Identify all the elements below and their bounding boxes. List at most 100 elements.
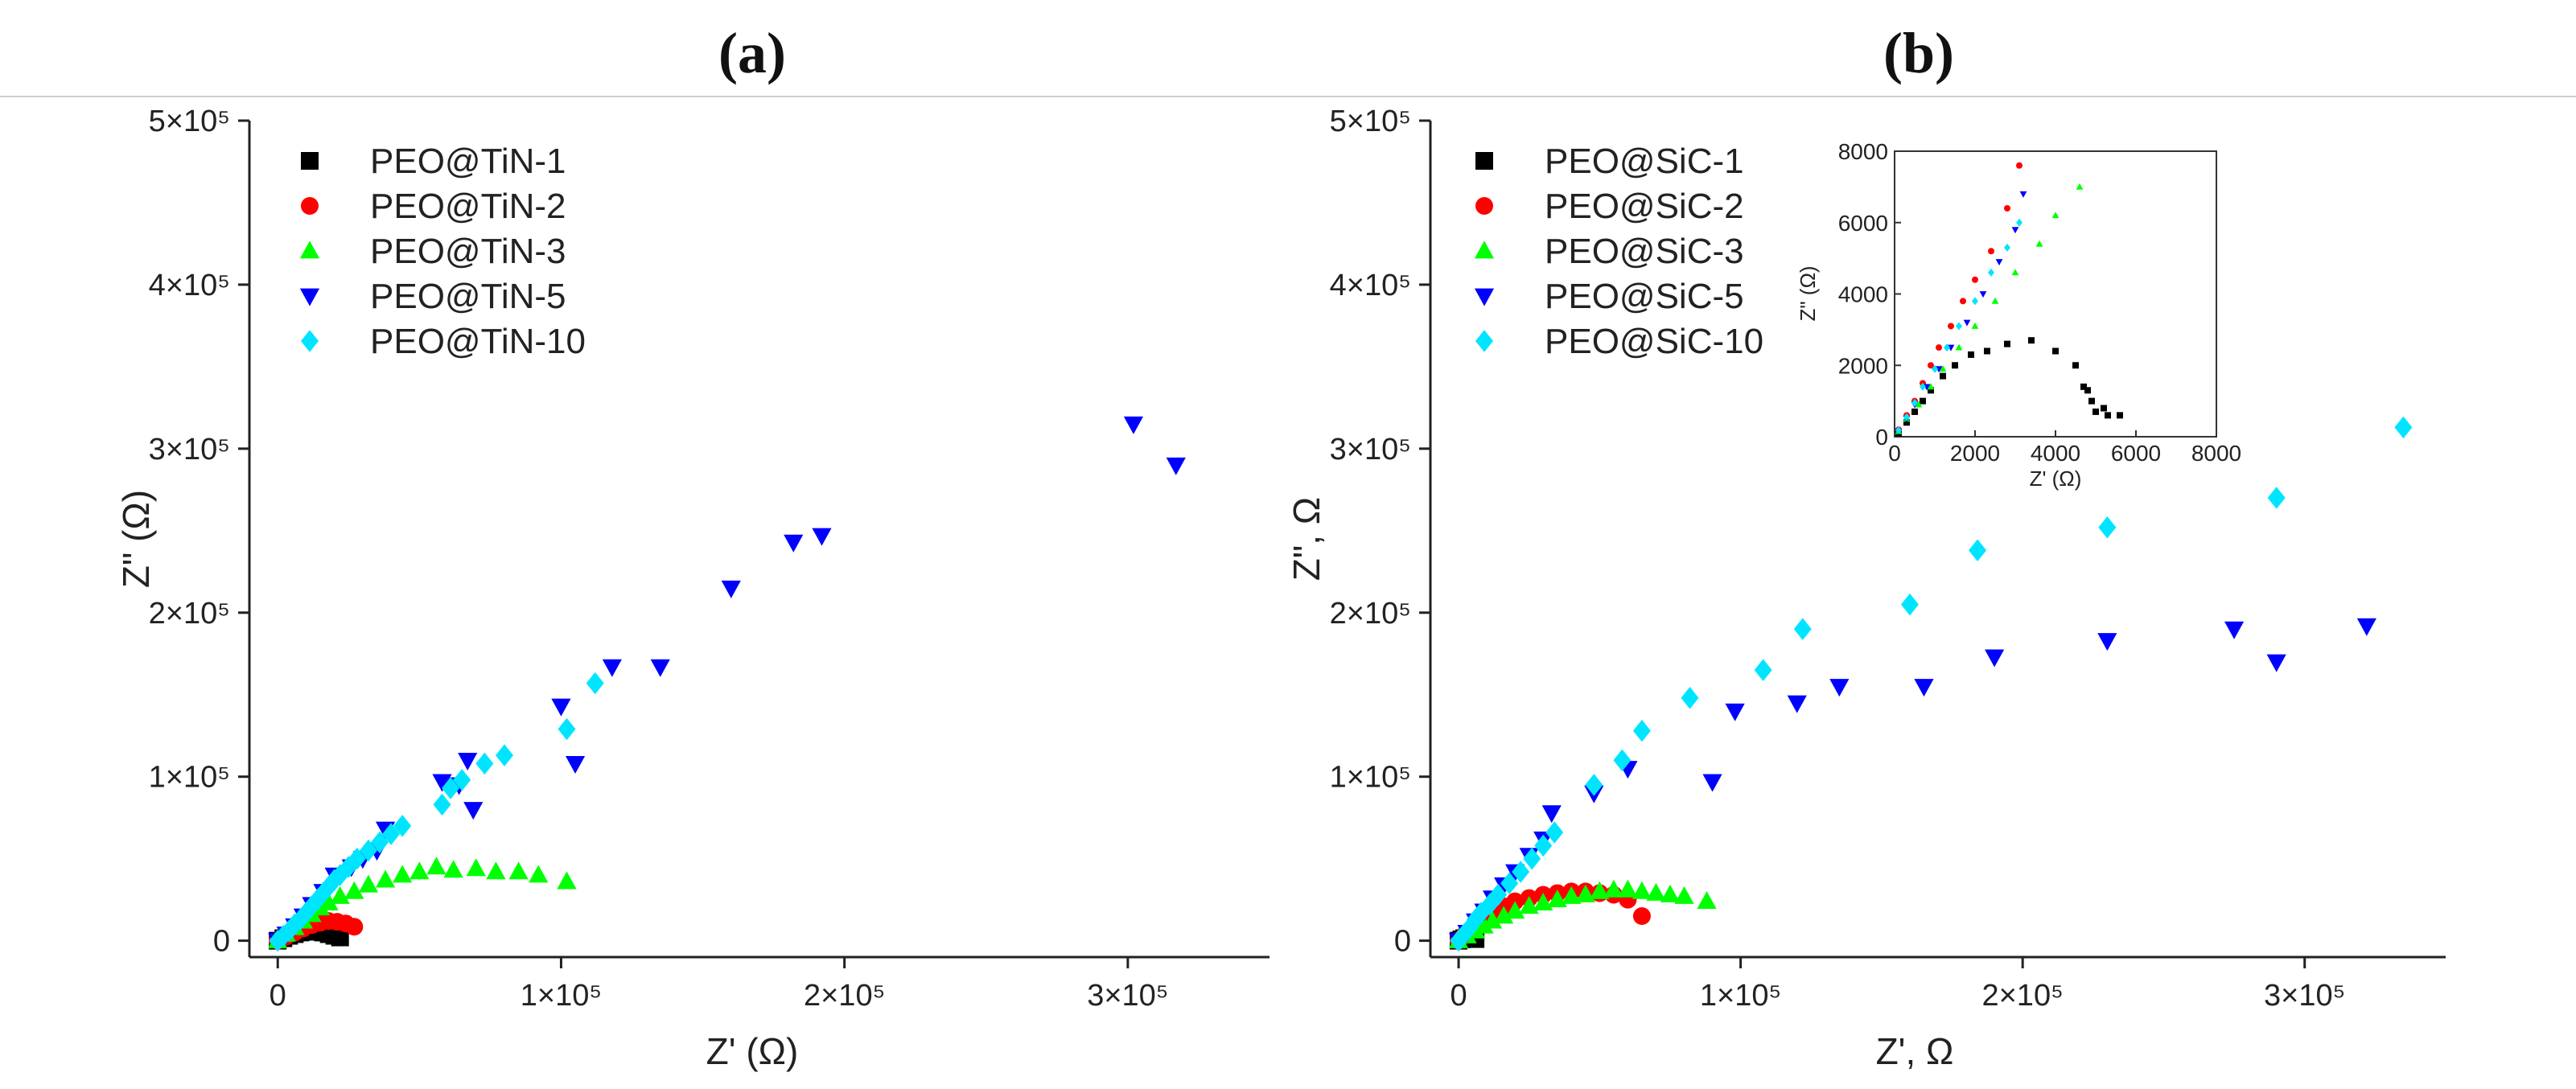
inset-data-points	[1895, 162, 2123, 437]
data-point-a-4	[1123, 416, 1144, 434]
data-point-a-5	[359, 839, 377, 862]
inset-data-point-1	[2072, 362, 2079, 369]
data-point-b-4	[1541, 805, 1562, 824]
chart-panel-b: (b) 0 1×10⁵ 2×10⁵ 3×10⁵ 0 1×10⁵ 2×10⁵ 3×10⁵ 4×10…	[1286, 21, 2446, 1072]
inset-data-point-3	[2011, 269, 2019, 276]
data-point-a-3	[344, 881, 364, 899]
inset-data-point-5	[1956, 322, 1962, 331]
panel-label-a: (a)	[718, 21, 786, 85]
y-tick-label-a: 2×10⁵	[149, 597, 230, 631]
data-point-b-4	[2224, 621, 2245, 639]
data-point-b-5	[1681, 687, 1699, 709]
data-point-b-5	[1534, 834, 1553, 857]
inset-data-point-2	[2004, 205, 2010, 212]
y-tick-label-b: 2×10⁵	[1330, 597, 1411, 631]
data-point-a-5	[475, 752, 494, 775]
ticks-a: 0 1×10⁵ 2×10⁵ 3×10⁵ 0 1×10⁵ 2×10⁵ 3×10⁵ 4×10⁵ 5×1…	[149, 105, 1169, 1013]
data-point-b-5	[1754, 659, 1772, 681]
inset-data-point-3	[1927, 383, 1935, 390]
inset-data-point-1	[2052, 347, 2059, 355]
data-points-b	[1448, 416, 2413, 952]
inset-data-point-5	[1972, 297, 1978, 306]
data-point-b-3	[1660, 884, 1681, 902]
y-tick-label-b: 3×10⁵	[1330, 433, 1411, 466]
inset-data-point-2	[1936, 344, 1942, 351]
inset-y-tick-label: 2000	[1838, 353, 1888, 378]
data-point-b-4	[1725, 703, 1745, 721]
legend-marker-b-4	[1474, 288, 1495, 306]
inset-y-axis-title: Z" (Ω)	[1796, 265, 1820, 321]
inset-data-point-1	[1952, 362, 1958, 369]
inset-chart: 0 2000 4000 6000 8000 0 2000 4000 6000 8000 Z' (Ω…	[1796, 139, 2241, 491]
data-point-b-3	[1483, 910, 1503, 929]
y-axis-title-b: Z", Ω	[1286, 497, 1327, 581]
inset-data-point-4	[1979, 291, 1987, 298]
data-point-b-3	[1618, 879, 1638, 898]
y-tick-label-b: 0	[1394, 925, 1411, 959]
inset-data-point-5	[1932, 364, 1938, 373]
data-point-b-5	[2098, 516, 2117, 539]
inset-data-point-5	[2004, 243, 2010, 252]
inset-data-point-1	[1920, 397, 1926, 405]
data-point-a-4	[565, 756, 586, 775]
data-point-b-5	[1900, 593, 1919, 616]
inset-data-point-3	[1971, 322, 1979, 329]
inset-data-point-1	[2084, 387, 2091, 394]
inset-data-point-1	[2101, 405, 2107, 412]
y-tick-label-b: 5×10⁵	[1330, 105, 1411, 138]
data-point-a-5	[382, 823, 401, 845]
inset-data-point-3	[1915, 401, 1923, 408]
data-point-b-5	[1512, 861, 1530, 883]
legend-marker-a-5	[301, 330, 319, 352]
data-point-b-3	[1632, 881, 1652, 899]
legend-label-a-4: PEO@TiN-5	[370, 277, 566, 316]
legend-label-b-1: PEO@SiC-1	[1545, 142, 1744, 181]
data-point-a-3	[443, 860, 463, 878]
data-point-b-4	[1787, 695, 1807, 713]
inset-data-point-5	[1903, 413, 1910, 421]
inset-data-point-3	[1955, 343, 1963, 351]
legend-label-b-4: PEO@SiC-5	[1545, 277, 1744, 316]
inset-y-tick-label: 4000	[1838, 282, 1888, 307]
data-point-a-4	[432, 774, 452, 792]
inset-ticks: 0 2000 4000 6000 8000 0 2000 4000 6000 8000	[1838, 139, 2241, 466]
inset-data-point-1	[1928, 387, 1934, 394]
inset-data-point-5	[1895, 426, 1902, 435]
inset-data-point-1	[2105, 412, 2111, 419]
data-point-a-5	[586, 672, 604, 695]
inset-x-tick-label: 8000	[2191, 441, 2241, 466]
data-point-b-5	[1585, 774, 1603, 796]
data-point-a-4	[458, 752, 478, 771]
data-point-a-4	[1166, 457, 1186, 475]
ticks-b: 0 1×10⁵ 2×10⁵ 3×10⁵ 0 1×10⁵ 2×10⁵ 3×10⁵ 4×10⁵ 5×1…	[1330, 105, 2346, 1013]
x-tick-label-b: 0	[1450, 979, 1467, 1013]
data-point-b-5	[2267, 487, 2286, 509]
data-point-a-5	[558, 717, 576, 741]
data-point-b-4	[2266, 654, 2286, 672]
data-point-b-3	[1697, 891, 1717, 910]
inset-data-point-5	[1988, 268, 1994, 277]
x-tick-label-a: 1×10⁵	[521, 979, 602, 1013]
inset-x-axis-title: Z' (Ω)	[2030, 466, 2082, 491]
inset-data-point-4	[1995, 259, 2003, 266]
legend-b: PEO@SiC-1 PEO@SiC-2 PEO@SiC-3 PEO@SiC-5 PEO@…	[1474, 142, 1763, 361]
inset-frame	[1894, 150, 2217, 438]
data-point-a-3	[409, 861, 430, 880]
data-point-a-5	[442, 777, 460, 799]
x-axis-title-a: Z' (Ω)	[706, 1030, 799, 1072]
inset-data-point-2	[2016, 162, 2023, 169]
inset-data-point-1	[2092, 408, 2099, 415]
legend-marker-a-2	[301, 197, 319, 215]
data-point-b-4	[2356, 618, 2376, 636]
data-point-b-4	[1702, 774, 1722, 792]
data-point-b-5	[1613, 749, 1632, 772]
data-point-b-5	[1793, 618, 1812, 640]
inset-data-point-1	[1911, 408, 1918, 415]
data-point-b-3	[1646, 882, 1666, 901]
panel-label-b: (b)	[1883, 21, 1954, 85]
inset-data-point-5	[1944, 343, 1950, 352]
data-point-b-3	[1547, 889, 1567, 907]
data-point-b-3	[1575, 884, 1595, 902]
data-point-b-3	[1603, 879, 1623, 898]
data-point-a-3	[319, 893, 339, 911]
